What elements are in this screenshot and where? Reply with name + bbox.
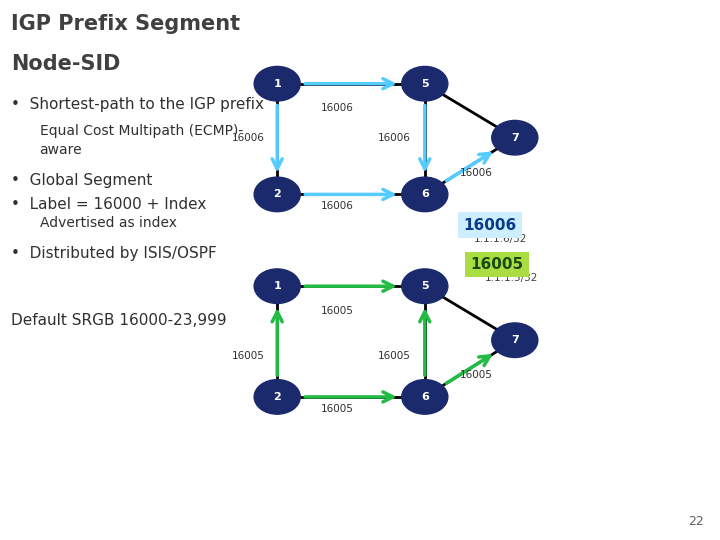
Text: 1: 1 (274, 281, 281, 291)
Circle shape (254, 380, 300, 414)
Text: Advertised as index: Advertised as index (40, 216, 176, 230)
Text: •  Distributed by ISIS/OSPF: • Distributed by ISIS/OSPF (11, 246, 217, 261)
Text: 5: 5 (421, 79, 428, 89)
Text: 16005: 16005 (232, 352, 265, 361)
Text: Equal Cost Multipath (ECMP)-: Equal Cost Multipath (ECMP)- (40, 124, 243, 138)
Text: 16005: 16005 (378, 352, 411, 361)
Text: Default SRGB 16000-23,999: Default SRGB 16000-23,999 (11, 313, 226, 328)
Circle shape (254, 269, 300, 303)
Text: 6: 6 (421, 190, 428, 199)
Text: •  Label = 16000 + Index: • Label = 16000 + Index (11, 197, 206, 212)
Text: 1.1.1.6/32: 1.1.1.6/32 (474, 234, 527, 244)
Circle shape (402, 380, 448, 414)
Text: 2: 2 (274, 190, 281, 199)
Text: •  Global Segment: • Global Segment (11, 173, 152, 188)
Text: 1.1.1.5/32: 1.1.1.5/32 (485, 273, 538, 282)
Text: 5: 5 (421, 281, 428, 291)
Text: 22: 22 (688, 515, 704, 528)
Text: 16006: 16006 (320, 103, 354, 113)
Circle shape (492, 323, 538, 357)
Circle shape (254, 177, 300, 212)
Text: 16006: 16006 (232, 133, 265, 143)
Text: Node-SID: Node-SID (11, 54, 120, 74)
Text: 16006: 16006 (460, 168, 493, 178)
Text: 7: 7 (511, 133, 518, 143)
Text: 1: 1 (274, 79, 281, 89)
Circle shape (402, 177, 448, 212)
Text: 7: 7 (511, 335, 518, 345)
Text: •  Shortest-path to the IGP prefix: • Shortest-path to the IGP prefix (11, 97, 264, 112)
Circle shape (402, 269, 448, 303)
Circle shape (254, 66, 300, 101)
Circle shape (492, 120, 538, 155)
Text: aware: aware (40, 143, 82, 157)
Text: IGP Prefix Segment: IGP Prefix Segment (11, 14, 240, 33)
Text: 16006: 16006 (463, 218, 516, 233)
Circle shape (402, 66, 448, 101)
Text: 16006: 16006 (320, 201, 354, 211)
Text: 16005: 16005 (460, 370, 493, 380)
Text: 16006: 16006 (378, 133, 411, 143)
Text: 2: 2 (274, 392, 281, 402)
Text: 16005: 16005 (320, 306, 354, 315)
Text: 16005: 16005 (470, 257, 523, 272)
Text: 16005: 16005 (320, 404, 354, 414)
Text: 6: 6 (421, 392, 428, 402)
